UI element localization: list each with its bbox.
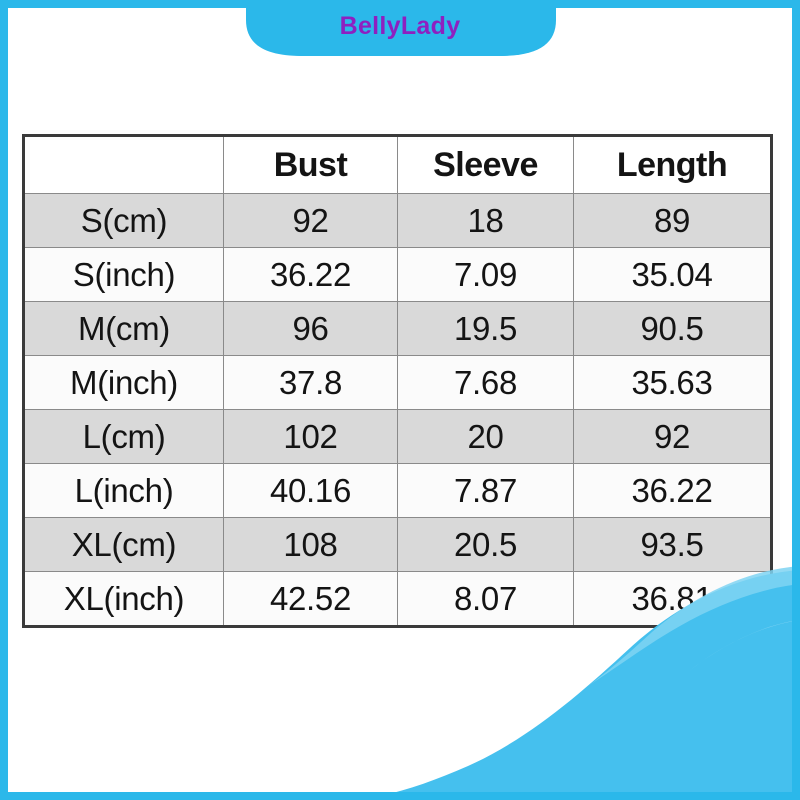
table-row: S(inch) 36.22 7.09 35.04 <box>23 247 772 302</box>
table-row: M(inch) 37.8 7.68 35.63 <box>23 355 772 410</box>
cell-bust-value: 96 <box>223 301 398 356</box>
bunny-cheek-left-lines <box>677 744 691 752</box>
cell-sleeve-value: 18 <box>397 193 574 248</box>
cell-length-value: 35.63 <box>573 355 772 410</box>
table-row: L(cm) 102 20 92 <box>23 409 772 464</box>
bunny-ear-right <box>713 646 746 708</box>
table-row: L(inch) 40.16 7.87 36.22 <box>23 463 772 518</box>
bunny-eye-left <box>680 718 696 738</box>
cell-length-value: 35.04 <box>573 247 772 302</box>
bunny-head <box>661 690 759 774</box>
size-chart-table: Bust Sleeve Length S(cm) 92 18 89 S(inch) 36.… <box>22 134 773 628</box>
brand-banner: BellyLady <box>0 0 800 70</box>
cell-length-value: 89 <box>573 193 772 248</box>
header-cell-length: Length <box>573 135 772 194</box>
cell-size-label: S(cm) <box>23 193 224 248</box>
cell-bust-value: 102 <box>223 409 398 464</box>
cell-size-label: XL(inch) <box>23 571 224 627</box>
table-row: XL(inch) 42.52 8.07 36.81 <box>23 571 772 627</box>
cell-bust-value: 108 <box>223 517 398 572</box>
cell-sleeve-value: 8.07 <box>397 571 574 627</box>
bunny-cheek-right-lines <box>733 741 747 749</box>
cell-length-value: 36.81 <box>573 571 772 627</box>
cell-bust-value: 36.22 <box>223 247 398 302</box>
cell-bust-value: 92 <box>223 193 398 248</box>
bunny-eye-right <box>725 715 741 735</box>
cell-bust-value: 40.16 <box>223 463 398 518</box>
table-body: S(cm) 92 18 89 S(inch) 36.22 7.09 35.04 M(cm) 96 1… <box>23 193 772 627</box>
table-row: XL(cm) 108 20.5 93.5 <box>23 517 772 572</box>
cell-length-value: 93.5 <box>573 517 772 572</box>
banner-shape-icon <box>0 0 800 56</box>
bunny-icon <box>661 646 759 774</box>
header-row: Bust Sleeve Length <box>23 135 772 194</box>
cell-sleeve-value: 20 <box>397 409 574 464</box>
cell-size-label: M(cm) <box>23 301 224 356</box>
bunny-cheek-right <box>728 738 752 752</box>
cell-sleeve-value: 7.09 <box>397 247 574 302</box>
frame-border-left <box>0 0 8 800</box>
cell-length-value: 92 <box>573 409 772 464</box>
bunny-mascot <box>640 628 790 778</box>
table-header: Bust Sleeve Length <box>23 135 772 194</box>
cell-length-value: 90.5 <box>573 301 772 356</box>
table-row: S(cm) 92 18 89 <box>23 193 772 248</box>
cell-sleeve-value: 20.5 <box>397 517 574 572</box>
table-row: M(cm) 96 19.5 90.5 <box>23 301 772 356</box>
cell-length-value: 36.22 <box>573 463 772 518</box>
cell-sleeve-value: 7.68 <box>397 355 574 410</box>
frame-border-right <box>792 0 800 800</box>
cell-size-label: L(inch) <box>23 463 224 518</box>
bunny-cheek-left <box>672 741 696 755</box>
cell-bust-value: 37.8 <box>223 355 398 410</box>
size-table-container: Bust Sleeve Length S(cm) 92 18 89 S(inch) 36.… <box>22 134 773 628</box>
bunny-mouth <box>702 730 721 740</box>
bunny-ear-left <box>672 646 705 707</box>
header-cell-blank <box>23 135 224 194</box>
header-cell-bust: Bust <box>223 135 398 194</box>
header-cell-sleeve: Sleeve <box>397 135 574 194</box>
cell-bust-value: 42.52 <box>223 571 398 627</box>
cell-sleeve-value: 19.5 <box>397 301 574 356</box>
cell-size-label: S(inch) <box>23 247 224 302</box>
bunny-nose <box>705 722 718 731</box>
cell-size-label: XL(cm) <box>23 517 224 572</box>
cell-size-label: L(cm) <box>23 409 224 464</box>
frame-border-bottom <box>0 792 800 800</box>
cell-size-label: M(inch) <box>23 355 224 410</box>
cell-sleeve-value: 7.87 <box>397 463 574 518</box>
